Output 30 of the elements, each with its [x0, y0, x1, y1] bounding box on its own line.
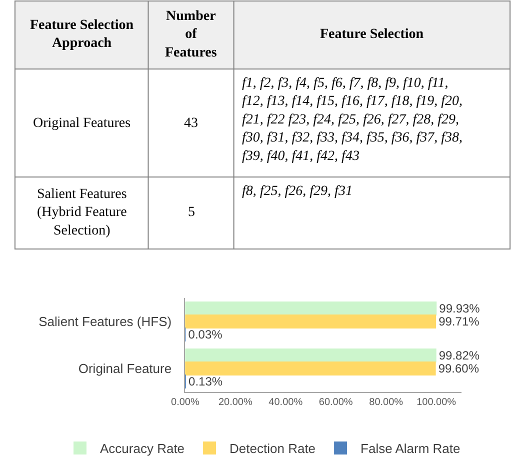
text: 5	[188, 205, 195, 220]
text: Original Features	[33, 116, 131, 131]
data-label: 99.82%	[438, 348, 480, 362]
bar	[185, 301, 437, 316]
text: Feature Selection Approach	[30, 18, 134, 52]
legend-label: Accuracy Rate	[100, 441, 185, 456]
x-tick-label: 60.00%	[318, 397, 353, 408]
legend-label: Detection Rate	[230, 441, 316, 456]
text: f1, f2, f3, f4, f5, f6, f7, f8, f9, f10, f11, f12, f13, f14, f15, f16, f17, f18, f19, f20, f21, f22 f23, f24, f25, f26, f27, f28, f29, f30, f31, f32, f33, f34, f35, f36, f37, f38, f39, f40, f41, f42, f43	[242, 76, 463, 164]
x-tick-label: 100.00%	[416, 397, 456, 408]
y-tick-label: Salient Features (HFS)	[38, 314, 172, 330]
data-label: 0.03%	[188, 328, 223, 342]
text: f8, f25, f26, f29, f31	[242, 184, 352, 199]
x-tick-label: 0.00%	[171, 397, 200, 408]
legend-label: False Alarm Rate	[360, 441, 460, 456]
x-tick-label: 40.00%	[268, 397, 303, 408]
text: Number of Features	[165, 9, 218, 60]
bar	[185, 362, 436, 376]
data-label: 0.13%	[188, 374, 223, 389]
text: Feature Selection	[320, 27, 424, 42]
bar	[185, 314, 436, 328]
data-label: 99.71%	[438, 314, 480, 328]
text: 43	[184, 116, 198, 131]
x-tick-label: 80.00%	[369, 397, 404, 408]
bar	[185, 348, 436, 362]
data-label: 99.60%	[438, 362, 480, 376]
y-tick-label: Original Feature	[78, 361, 172, 376]
text: Salient Features (Hybrid Feature Selection)	[37, 187, 127, 238]
x-tick-label: 20.00%	[218, 397, 252, 408]
data-label: 99.93%	[439, 301, 480, 316]
